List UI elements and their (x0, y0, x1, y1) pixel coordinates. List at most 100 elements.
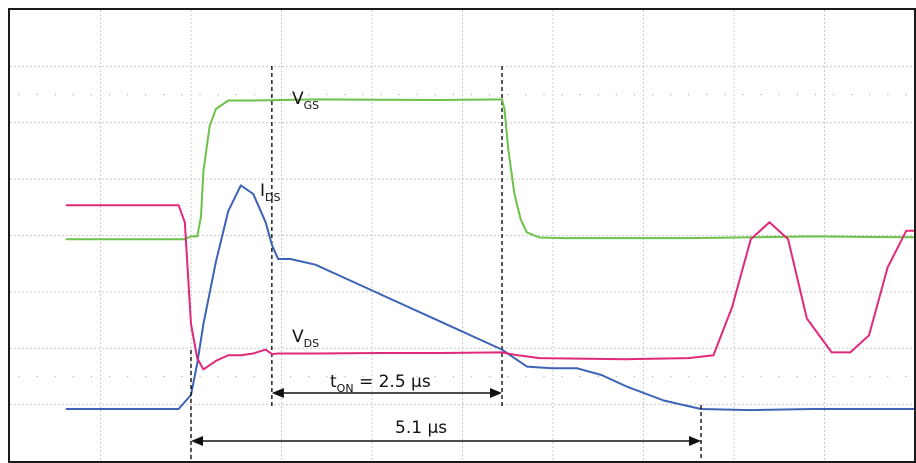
grid-minor-dot (724, 93, 726, 96)
grid-minor-dot (633, 93, 636, 96)
grid-minor-dot (199, 93, 201, 96)
grid-minor-dot (90, 93, 93, 96)
arrowhead-right (689, 436, 702, 446)
grid-minor-dot (597, 375, 599, 378)
grid-minor-dot (18, 375, 20, 378)
grid-minor-dot (688, 375, 690, 378)
grid-minor-dot (760, 93, 762, 96)
series-label-vds: VDS (292, 327, 319, 350)
grid-minor-dot (416, 375, 418, 378)
grid-minor-dot (36, 93, 38, 96)
grid-minor-dot (615, 93, 618, 96)
grid-minor-dot (253, 375, 256, 378)
grid-minor-dot (235, 375, 237, 378)
grid-minor-dot (869, 375, 871, 378)
dimension-arrows (190, 350, 702, 462)
grid-minor-dot (669, 93, 672, 96)
grid-minor-dot (796, 375, 799, 378)
grid-minor-dot (181, 93, 183, 96)
grid-minor-dot (416, 93, 418, 96)
grid-minor-dot (163, 93, 165, 96)
grid-minor-dot (507, 93, 509, 96)
grid-minor-dot (832, 93, 835, 96)
grid-minor-dot (344, 93, 346, 96)
grid-minor-dot (905, 375, 907, 378)
grid-minor-dot (326, 93, 328, 96)
grid-minor-dot (488, 93, 491, 96)
trace-vds (65, 204, 916, 371)
grid-minor-dot (869, 93, 871, 96)
grid-minor-dot (742, 93, 744, 96)
grid-minor-dot (470, 375, 473, 378)
grid-minor-dot (54, 93, 56, 96)
arrowhead-left (271, 388, 284, 398)
grid-minor-dot (398, 375, 400, 378)
grid-minor-dot (235, 93, 237, 96)
grid-minor-dot (380, 93, 382, 96)
grid-minor-dot (344, 375, 346, 378)
grid-minor-dot (452, 93, 455, 96)
grid-minor-dot (326, 375, 328, 378)
grid-minor-dot (579, 93, 581, 96)
grid-minor-dot (217, 93, 219, 96)
grid-minor-dot (126, 375, 129, 378)
grid-minor-dot (108, 375, 111, 378)
trace-vgs (65, 98, 916, 241)
grid-minor-dot (181, 375, 183, 378)
grid-minor-dot (163, 375, 165, 378)
grid-minor-dot (434, 375, 437, 378)
arrowhead-right (490, 388, 502, 398)
grid-minor-dot (778, 93, 780, 96)
grid (10, 10, 915, 461)
grid-minor-dot (742, 375, 744, 378)
grid-minor-dot (724, 375, 726, 378)
grid-minor-dot (905, 93, 907, 96)
grid-minor-dot (832, 375, 835, 378)
plot-frame (8, 8, 916, 463)
grid-minor-dot (72, 375, 75, 378)
grid-minor-dot (380, 375, 382, 378)
grid-minor-dot (760, 375, 762, 378)
grid-minor-dot (145, 93, 147, 96)
trace-ids (65, 184, 916, 412)
grid-minor-dot (108, 93, 111, 96)
grid-minor-dot (199, 375, 201, 378)
grid-minor-dot (525, 375, 527, 378)
grid-minor-dot (488, 375, 491, 378)
grid-minor-dot (54, 375, 56, 378)
traces (65, 98, 916, 412)
grid-minor-dot (633, 375, 636, 378)
grid-minor-dot (543, 93, 545, 96)
grid-minor-dot (126, 93, 129, 96)
grid-minor-dot (362, 93, 364, 96)
grid-minor-dot (36, 375, 38, 378)
grid-minor-dot (814, 93, 817, 96)
grid-minor-dot (579, 375, 581, 378)
grid-minor-dot (90, 375, 93, 378)
grid-minor-dot (217, 375, 219, 378)
grid-minor-dot (18, 93, 20, 96)
grid-minor-dot (470, 93, 473, 96)
annotation-ton: tON = 2.5 µs (330, 372, 431, 395)
cursor-markers (271, 66, 503, 408)
grid-minor-dot (561, 375, 563, 378)
arrowhead-left (191, 436, 203, 446)
grid-minor-dot (796, 93, 799, 96)
grid-minor-dot (507, 375, 509, 378)
grid-minor-dot (814, 375, 817, 378)
grid-minor-dot (597, 93, 599, 96)
grid-minor-dot (778, 375, 780, 378)
grid-minor-dot (398, 93, 400, 96)
grid-minor-dot (525, 93, 527, 96)
grid-minor-dot (253, 93, 256, 96)
grid-minor-dot (434, 93, 437, 96)
grid-minor-dot (669, 375, 672, 378)
grid-minor-dot (887, 93, 889, 96)
grid-minor-dot (72, 93, 75, 96)
annotation-total: 5.1 µs (395, 418, 447, 438)
grid-minor-dot (452, 375, 455, 378)
grid-minor-dot (561, 93, 563, 96)
grid-minor-dot (706, 93, 708, 96)
grid-minor-dot (706, 375, 708, 378)
